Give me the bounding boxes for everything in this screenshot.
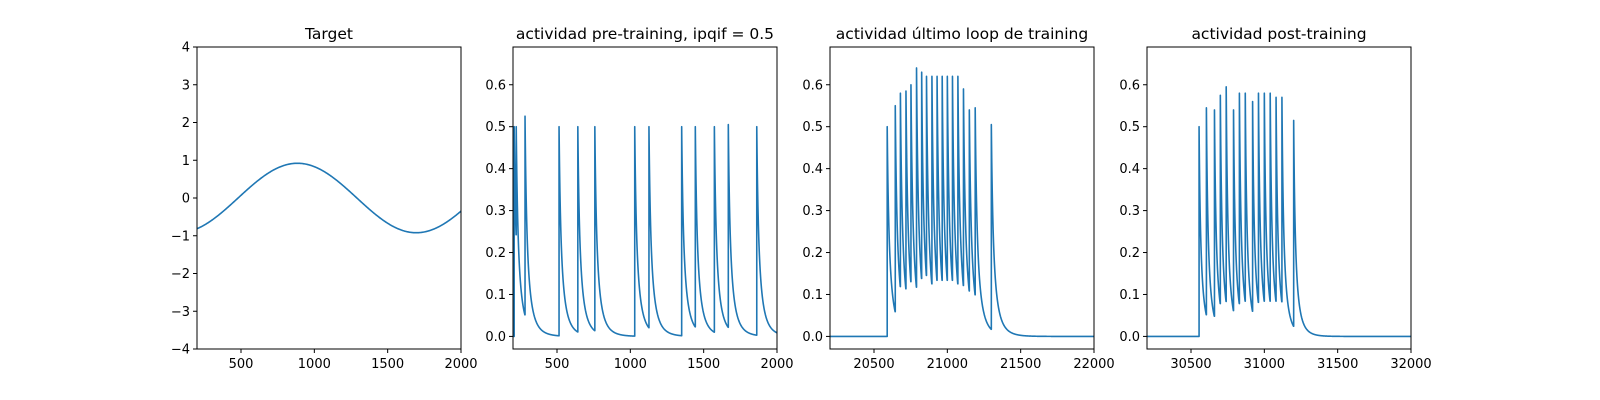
x-tick-label: 500 bbox=[229, 357, 254, 372]
y-tick-label: −1 bbox=[171, 229, 190, 244]
y-tick-label: 3 bbox=[182, 78, 190, 93]
chart-title: actividad último loop de training bbox=[836, 25, 1088, 43]
series-line-1 bbox=[513, 115, 777, 338]
x-tick-label: 32000 bbox=[1390, 357, 1431, 372]
series-line-1 bbox=[830, 67, 1094, 338]
y-tick-label: 0.2 bbox=[485, 246, 506, 261]
x-tick-label: 21500 bbox=[1000, 357, 1041, 372]
axes-frame bbox=[829, 46, 1095, 350]
chart-title: actividad pre-training, ipqif = 0.5 bbox=[516, 25, 774, 43]
x-tick-label: 31500 bbox=[1317, 357, 1358, 372]
x-tick-label: 1000 bbox=[298, 357, 331, 372]
axes-frame bbox=[1146, 46, 1412, 350]
y-tick-label: 0 bbox=[182, 192, 190, 207]
series-line-1 bbox=[197, 162, 461, 234]
y-tick-label: 0.4 bbox=[485, 162, 506, 177]
y-tick-label: 0.6 bbox=[802, 78, 823, 93]
y-tick-label: 0.2 bbox=[1119, 246, 1140, 261]
y-tick-label: 0.1 bbox=[802, 288, 823, 303]
y-tick-label: 0.6 bbox=[1119, 78, 1140, 93]
x-tick-label: 1000 bbox=[614, 357, 647, 372]
chart-title: Target bbox=[304, 25, 353, 43]
y-tick-label: 0.5 bbox=[1119, 120, 1140, 135]
y-tick-label: 0.5 bbox=[802, 120, 823, 135]
x-tick-label: 500 bbox=[545, 357, 570, 372]
y-tick-label: −3 bbox=[171, 305, 190, 320]
x-tick-label: 30500 bbox=[1170, 357, 1211, 372]
x-tick-label: 20500 bbox=[853, 357, 894, 372]
y-tick-label: 0.0 bbox=[1119, 330, 1140, 345]
y-tick-label: −4 bbox=[171, 343, 190, 358]
y-tick-label: −2 bbox=[171, 267, 190, 282]
y-tick-label: 0.1 bbox=[485, 288, 506, 303]
chart-title: actividad post-training bbox=[1191, 25, 1366, 43]
y-tick-label: 0.5 bbox=[485, 120, 506, 135]
y-tick-label: 0.3 bbox=[485, 204, 506, 219]
chart-panel-2: 500 1000 1500 2000 0.0 0.1 0.2 0.3 0.4 0.5 0.6 acti… bbox=[485, 25, 793, 372]
x-tick-label: 21000 bbox=[927, 357, 968, 372]
x-tick-label: 2000 bbox=[444, 357, 477, 372]
chart-panel-3: 20500 21000 21500 22000 0.0 0.1 0.2 0.3 0.4 0.5 0.… bbox=[802, 25, 1114, 372]
x-tick-label: 2000 bbox=[760, 357, 793, 372]
x-tick-label: 22000 bbox=[1073, 357, 1114, 372]
y-tick-label: 0.2 bbox=[802, 246, 823, 261]
y-tick-label: 0.1 bbox=[1119, 288, 1140, 303]
x-tick-label: 1500 bbox=[371, 357, 404, 372]
y-tick-label: 2 bbox=[182, 116, 190, 131]
y-tick-label: 0.3 bbox=[1119, 204, 1140, 219]
y-tick-label: 0.4 bbox=[802, 162, 823, 177]
y-tick-label: 0.3 bbox=[802, 204, 823, 219]
y-tick-label: 0.4 bbox=[1119, 162, 1140, 177]
y-tick-label: 0.0 bbox=[802, 330, 823, 345]
axes-frame bbox=[196, 46, 462, 350]
y-tick-label: 0.6 bbox=[485, 78, 506, 93]
axes-frame bbox=[512, 46, 778, 350]
x-tick-label: 31000 bbox=[1244, 357, 1285, 372]
y-tick-label: 0.0 bbox=[485, 330, 506, 345]
x-tick-label: 1500 bbox=[687, 357, 720, 372]
series-line-1 bbox=[1147, 86, 1411, 338]
y-tick-label: 1 bbox=[182, 154, 190, 169]
chart-panel-1: 500 1000 1500 2000 −4 −3 −2 −1 0 1 2 3 4 Target bbox=[171, 25, 478, 372]
y-tick-label: 4 bbox=[182, 41, 190, 56]
chart-panel-4: 30500 31000 31500 32000 0.0 0.1 0.2 0.3 0.4 0.5 0.… bbox=[1119, 25, 1431, 372]
